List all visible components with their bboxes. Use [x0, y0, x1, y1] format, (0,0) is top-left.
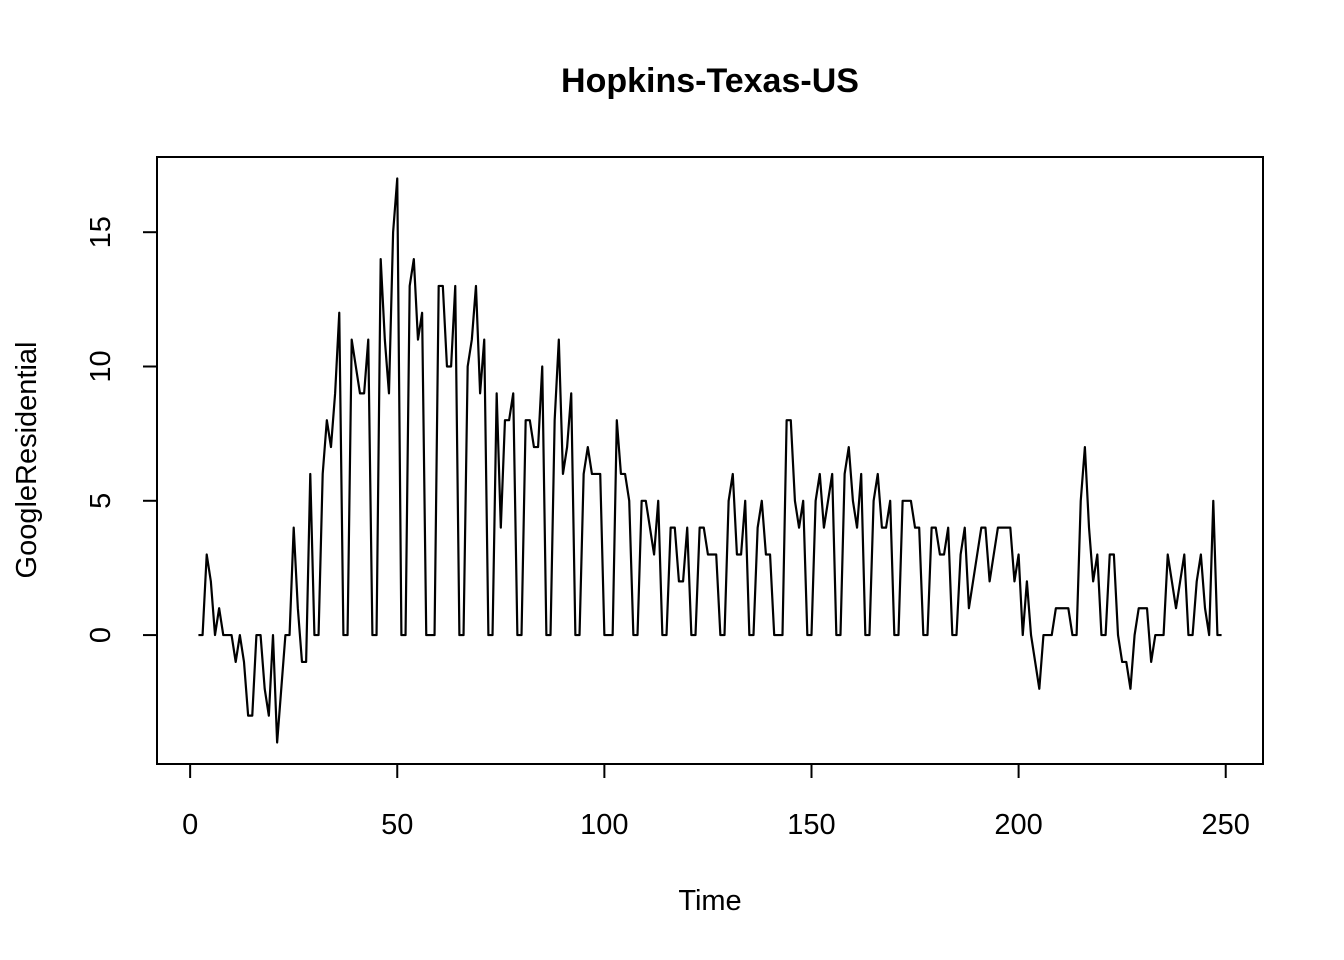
- x-tick-label: 200: [994, 809, 1042, 841]
- y-axis-label: GoogleResidential: [11, 342, 43, 579]
- x-axis: 0 50 100 150 200 250: [182, 763, 1250, 841]
- x-tick-label: 50: [381, 809, 413, 841]
- y-tick-label: 5: [85, 493, 117, 509]
- y-axis: 0 5 10 15: [85, 216, 158, 643]
- x-tick-label: 150: [787, 809, 835, 841]
- series-line: [198, 177, 1222, 744]
- x-tick-label: 100: [580, 809, 628, 841]
- x-axis-label: Time: [678, 885, 741, 917]
- y-tick-label: 0: [85, 627, 117, 643]
- y-tick-label: 10: [85, 350, 117, 382]
- y-tick-label: 15: [85, 216, 117, 248]
- x-tick-label: 250: [1202, 809, 1250, 841]
- x-tick-label: 0: [182, 809, 198, 841]
- chart-title: Hopkins-Texas-US: [561, 62, 859, 100]
